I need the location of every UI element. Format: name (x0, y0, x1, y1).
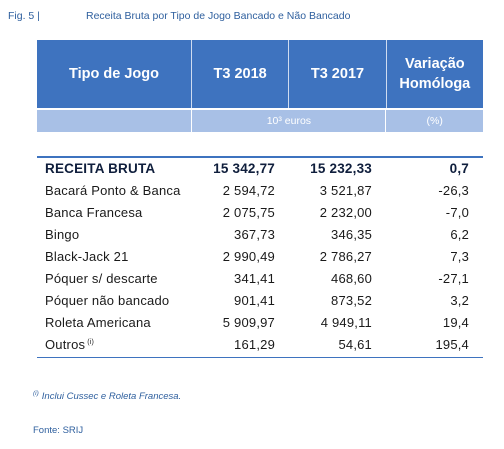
header-t3-2017: T3 2017 (288, 40, 385, 108)
footnote-mark: (i) (33, 390, 39, 397)
figure-caption: Fig. 5 | Receita Bruta por Tipo de Jogo B… (8, 10, 350, 22)
table-row: Bacará Ponto & Banca 2 594,72 3 521,87 -… (37, 180, 483, 202)
row-label: Roleta Americana (45, 315, 151, 330)
units-values-label: 10³ euros (266, 115, 312, 127)
total-t3-2017: 15 232,33 (310, 161, 372, 176)
row-label: Outros (i) (37, 337, 192, 352)
row-t3-2017: 4 949,11 (320, 315, 372, 330)
header-yoy-line1: Variação (404, 56, 465, 72)
table-top-rule (37, 156, 483, 158)
header-t3-2018: T3 2018 (190, 40, 288, 108)
table-bottom-rule (37, 356, 483, 358)
footnote-text: Inclui Cussec e Roleta Francesa. (41, 391, 182, 403)
row-change: 19,4 (442, 315, 469, 330)
table-row: Outros (i) 161,29 54,61 195,4 (37, 334, 483, 356)
row-change: 6,2 (450, 227, 469, 242)
row-t3-2018: 5 909,97 (222, 315, 275, 330)
units-change-label: (%) (426, 115, 443, 127)
row-label: Banca Francesa (45, 205, 143, 220)
total-label: RECEITA BRUTA (45, 161, 156, 176)
footnote: (i) Inclui Cussec e Roleta Francesa. (33, 390, 181, 402)
row-t3-2017: 346,35 (331, 227, 372, 242)
units-empty-cell (37, 110, 191, 132)
row-t3-2018: 2 990,49 (222, 249, 275, 264)
table-row: Bingo 367,73 346,35 6,2 (37, 224, 483, 246)
row-t3-2018: 2 075,75 (222, 205, 275, 220)
total-change: 0,7 (449, 161, 469, 176)
row-change: -27,1 (438, 271, 469, 286)
table-header-row: Tipo de Jogo T3 2018 T3 2017 Variação Ho… (37, 40, 483, 108)
row-t3-2018: 367,73 (234, 227, 275, 242)
revenue-table: Tipo de Jogo T3 2018 T3 2017 Variação Ho… (37, 40, 483, 358)
footnote-ref: (i) (87, 338, 95, 346)
row-t3-2017: 54,61 (338, 337, 372, 352)
row-label-text: Outros (45, 337, 86, 352)
table-row: Póquer não bancado 901,41 873,52 3,2 (37, 290, 483, 312)
row-t3-2018: 2 594,72 (222, 183, 275, 198)
total-t3-2018: 15 342,77 (213, 161, 275, 176)
row-label: Black-Jack 21 (45, 249, 129, 264)
row-t3-2017: 468,60 (331, 271, 372, 286)
header-game-type: Tipo de Jogo (69, 66, 159, 82)
row-change: -7,0 (445, 205, 469, 220)
row-t3-2018: 901,41 (234, 293, 275, 308)
header-yoy-change: Variação Homóloga (385, 40, 483, 108)
table-units-row: 10³ euros (%) (37, 110, 483, 132)
row-label: Bacará Ponto & Banca (45, 183, 181, 198)
row-change: 195,4 (435, 337, 469, 352)
row-t3-2018: 341,41 (234, 271, 275, 286)
table-row-total: RECEITA BRUTA 15 342,77 15 232,33 0,7 (37, 158, 483, 180)
figure-label: Fig. 5 | (8, 10, 40, 22)
units-change: (%) (385, 110, 483, 132)
table-row: Black-Jack 21 2 990,49 2 786,27 7,3 (37, 246, 483, 268)
table-row: Banca Francesa 2 075,75 2 232,00 -7,0 (37, 202, 483, 224)
row-t3-2017: 3 521,87 (319, 183, 372, 198)
row-label: Bingo (45, 227, 80, 242)
row-change: 3,2 (450, 293, 469, 308)
row-change: -26,3 (438, 183, 469, 198)
figure-title: Receita Bruta por Tipo de Jogo Bancado e… (86, 10, 351, 22)
row-t3-2017: 2 232,00 (319, 205, 372, 220)
row-t3-2018: 161,29 (234, 337, 275, 352)
row-label: Póquer não bancado (45, 293, 170, 308)
source-note: Fonte: SRIJ (33, 425, 84, 436)
table-row: Póquer s/ descarte 341,41 468,60 -27,1 (37, 268, 483, 290)
row-t3-2017: 2 786,27 (319, 249, 372, 264)
table-row: Roleta Americana 5 909,97 4 949,11 19,4 (37, 312, 483, 334)
header-yoy-line2: Homóloga (399, 76, 471, 92)
row-t3-2017: 873,52 (331, 293, 372, 308)
units-values: 10³ euros (191, 110, 385, 132)
row-change: 7,3 (450, 249, 469, 264)
row-label: Póquer s/ descarte (45, 271, 158, 286)
